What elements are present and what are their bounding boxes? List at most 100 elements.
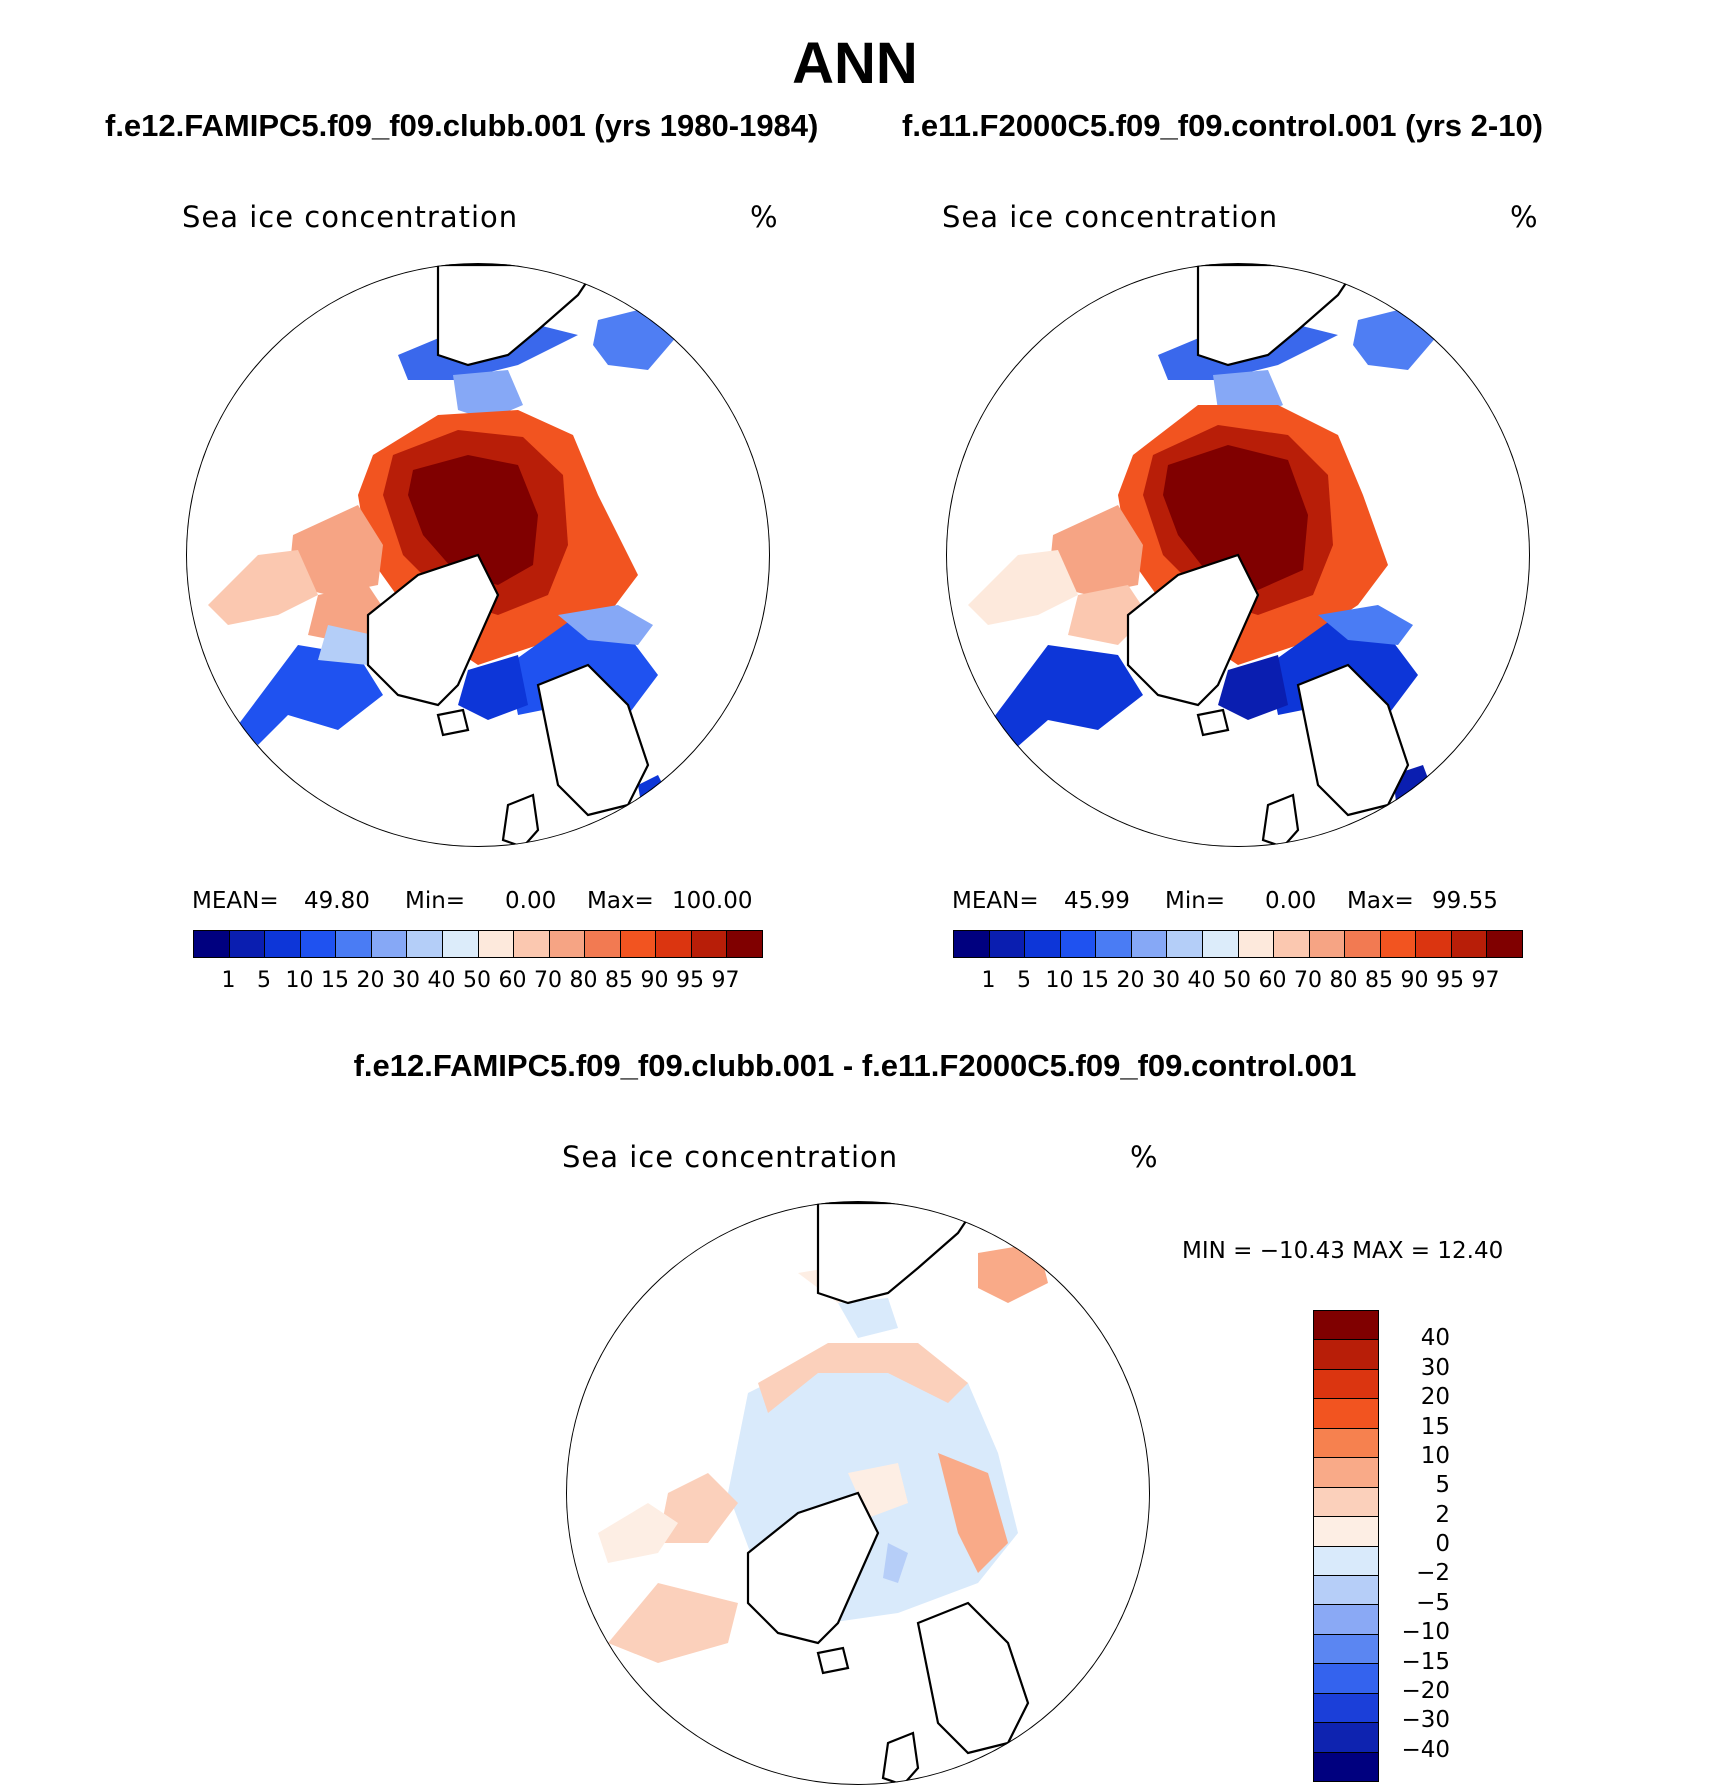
- colorbar-tick-label: 85: [1365, 968, 1393, 993]
- colorbar-swatch: [514, 931, 550, 957]
- colorbar-swatch: [1314, 1340, 1378, 1370]
- colorbar-swatch: [1274, 931, 1310, 957]
- greenland-coast: [1126, 553, 1260, 707]
- greenland-coast: [366, 553, 500, 707]
- diff-panel-units: %: [1130, 1140, 1159, 1174]
- colorbar-swatch: [1314, 1693, 1378, 1724]
- colorbar-tick-label: 80: [569, 968, 598, 993]
- panel-1-polar-map: [186, 263, 770, 847]
- greenland-coast: [746, 1491, 880, 1645]
- diff-polar-map: [566, 1201, 1150, 1785]
- panel-1-colorbar: [193, 930, 763, 958]
- colorbar-tick-label: −10: [1401, 1619, 1450, 1646]
- colorbar-swatch: [1314, 1664, 1378, 1694]
- colorbar-tick-label: −5: [1416, 1589, 1450, 1616]
- diff-panel-variable: Sea ice concentration: [562, 1140, 899, 1174]
- mean-value: 45.99: [1064, 888, 1130, 914]
- panel-1-variable: Sea ice concentration: [182, 200, 519, 234]
- colorbar-tick-label: 60: [1258, 968, 1287, 993]
- colorbar-swatch: [1309, 931, 1346, 957]
- colorbar-tick-label: 95: [676, 968, 704, 993]
- british-isles: [1261, 793, 1300, 847]
- colorbar-tick-label: −15: [1401, 1648, 1450, 1675]
- colorbar-swatch: [1487, 931, 1522, 957]
- diff-colorbar: [1313, 1310, 1379, 1782]
- colorbar-swatch: [194, 931, 230, 957]
- colorbar-swatch: [549, 931, 586, 957]
- iceland: [1196, 708, 1230, 737]
- colorbar-tick-label: −40: [1401, 1736, 1450, 1763]
- panel-2-stats: MEAN= 45.99 Min= 0.00 Max= 99.55: [952, 888, 1522, 918]
- max-value: 99.55: [1432, 888, 1498, 914]
- colorbar-swatch: [1345, 931, 1381, 957]
- colorbar-tick-label: 30: [1420, 1354, 1450, 1381]
- colorbar-swatch: [1314, 1517, 1378, 1547]
- colorbar-swatch: [407, 931, 443, 957]
- colorbar-swatch: [300, 931, 337, 957]
- panel-1-colorbar-ticks: 1 5 10 15 20 30 40 50 60 70 80 85 90 95 97: [193, 968, 761, 994]
- colorbar-swatch: [1202, 931, 1239, 957]
- colorbar-swatch: [1314, 1723, 1378, 1753]
- colorbar-swatch: [1025, 931, 1061, 957]
- colorbar-tick-label: 0: [1435, 1531, 1450, 1557]
- colorbar-tick-label: −2: [1416, 1560, 1450, 1587]
- colorbar-tick-label: 30: [392, 968, 420, 993]
- colorbar-tick-label: 70: [534, 968, 562, 993]
- min-label: Min=: [1165, 888, 1226, 914]
- colorbar-tick-label: 97: [1471, 968, 1500, 993]
- colorbar-swatch: [1096, 931, 1132, 957]
- colorbar-tick-label: 10: [285, 968, 314, 993]
- colorbar-tick-label: 15: [1081, 968, 1109, 993]
- mean-label: MEAN=: [952, 888, 1039, 914]
- panel-1-units: %: [750, 200, 779, 234]
- colorbar-swatch: [1314, 1428, 1378, 1459]
- min-value: 0.00: [1265, 888, 1317, 914]
- colorbar-tick-label: 20: [356, 968, 385, 993]
- colorbar-swatch: [1314, 1575, 1378, 1606]
- colorbar-tick-label: 2: [1435, 1501, 1450, 1528]
- colorbar-swatch: [1451, 931, 1488, 957]
- colorbar-tick-label: 5: [257, 968, 271, 993]
- colorbar-swatch: [1380, 931, 1417, 957]
- panel-1-subtitle: f.e12.FAMIPC5.f09_f09.clubb.001 (yrs 198…: [105, 108, 819, 143]
- colorbar-tick-label: 20: [1420, 1384, 1450, 1411]
- colorbar-swatch: [1314, 1399, 1378, 1429]
- british-isles: [501, 793, 540, 847]
- colorbar-swatch: [336, 931, 372, 957]
- max-label: Max=: [587, 888, 654, 914]
- colorbar-swatch: [656, 931, 692, 957]
- colorbar-tick-label: 40: [1187, 968, 1216, 993]
- colorbar-tick-label: 1: [221, 968, 236, 993]
- colorbar-swatch: [954, 931, 990, 957]
- colorbar-swatch: [1060, 931, 1097, 957]
- panel-2-colorbar: [953, 930, 1523, 958]
- colorbar-tick-label: 10: [1420, 1442, 1450, 1469]
- panel-2-variable: Sea ice concentration: [942, 200, 1279, 234]
- colorbar-swatch: [1314, 1311, 1378, 1341]
- colorbar-tick-label: 15: [321, 968, 349, 993]
- iceland: [816, 1646, 850, 1675]
- figure-title: ANN: [792, 31, 918, 96]
- colorbar-swatch: [1314, 1487, 1378, 1518]
- colorbar-tick-label: 30: [1152, 968, 1180, 993]
- colorbar-tick-label: 95: [1436, 968, 1464, 993]
- diff-panel-subtitle: f.e12.FAMIPC5.f09_f09.clubb.001 - f.e11.…: [353, 1048, 1357, 1083]
- colorbar-swatch: [371, 931, 408, 957]
- colorbar-swatch: [1314, 1546, 1378, 1576]
- panel-2-units: %: [1510, 200, 1539, 234]
- diff-colorbar-ticks: 40 30 20 15 10 5 2 0 −2 −5 −10 −15 −20 −30 −40: [1318, 1310, 1458, 1780]
- colorbar-swatch: [1314, 1752, 1378, 1781]
- colorbar-tick-label: 50: [463, 968, 491, 993]
- colorbar-swatch: [1167, 931, 1203, 957]
- colorbar-tick-label: 97: [711, 968, 740, 993]
- panel-2-polar-map: [946, 263, 1530, 847]
- panel-1-stats: MEAN= 49.80 Min= 0.00 Max= 100.00: [192, 888, 762, 918]
- colorbar-swatch: [1131, 931, 1168, 957]
- colorbar-tick-label: 1: [981, 968, 996, 993]
- diff-minmax: MIN = −10.43 MAX = 12.40: [1182, 1238, 1504, 1264]
- colorbar-tick-label: 40: [1420, 1325, 1450, 1352]
- max-label: Max=: [1347, 888, 1414, 914]
- min-label: Min=: [405, 888, 466, 914]
- colorbar-swatch: [1314, 1458, 1378, 1488]
- colorbar-swatch: [478, 931, 515, 957]
